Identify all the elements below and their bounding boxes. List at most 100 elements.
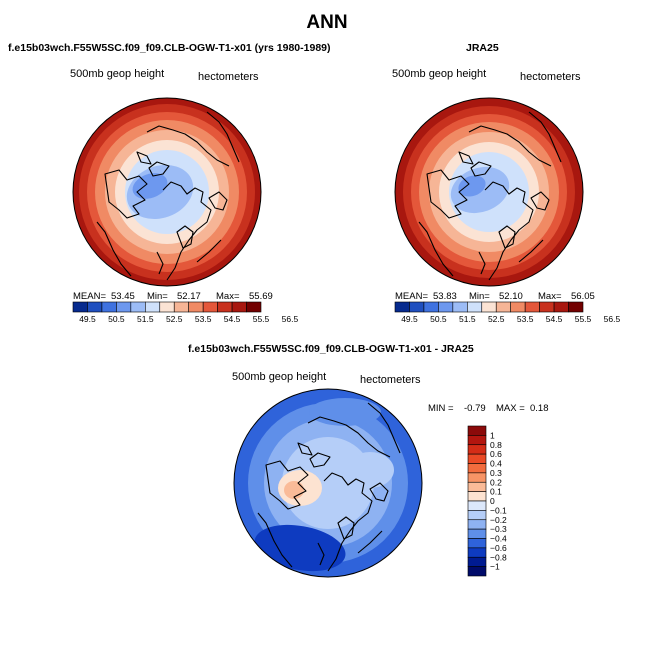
obs-colorbar-tick-label: 56.5 [604,314,621,324]
diff-units-label: hectometers [360,374,421,386]
obs-max-label: Max= [538,291,562,302]
diff-colorbar-swatch [467,528,487,539]
diff-colorbar-swatch [467,538,487,549]
obs-colorbar-tick-label: 51.5 [459,314,476,324]
model-colorbar-tick-label: 50.5 [108,314,125,324]
diff-map [234,389,422,577]
model-colorbar-swatch [116,301,132,313]
diff-colorbar-tick-label: −0.6 [490,543,507,553]
model-max-value: 55.69 [249,291,273,302]
diff-colorbar-swatch [467,481,487,492]
diff-colorbar-tick-label: 0 [490,496,495,506]
diff-colorbar-tick-label: 0.4 [490,459,502,469]
model-colorbar-swatch [246,301,262,313]
model-units-label: hectometers [198,71,259,83]
diff-max-label: MAX = [496,403,525,414]
obs-min-label: Min= [469,291,490,302]
obs-field-label: 500mb geop height [392,68,487,80]
model-colorbar-swatch [217,301,233,313]
obs-colorbar-swatch [452,301,468,313]
obs-colorbar-tick-label: 49.5 [401,314,418,324]
diff-min-value: -0.79 [464,403,486,414]
diff-min-label: MIN = [428,403,454,414]
diff-colorbar-swatch [467,435,487,446]
diff-colorbar-swatch [467,425,487,436]
diff-panel-title: f.e15b03wch.F55W5SC.f09_f09.CLB-OGW-T1-x… [188,343,474,355]
diff-colorbar-tick-label: −0.3 [490,524,507,534]
model-colorbar-tick-label: 55.5 [253,314,270,324]
model-colorbar-swatch [202,301,218,313]
obs-colorbar-swatch [553,301,569,313]
obs-colorbar-swatch [467,301,483,313]
model-colorbar-tick-label: 56.5 [282,314,299,324]
diff-colorbar-swatch [467,453,487,464]
obs-panel-title: JRA25 [466,42,499,54]
diff-colorbar-swatch [467,491,487,502]
model-colorbar-tick-label: 51.5 [137,314,154,324]
obs-colorbar-tick-label: 55.5 [575,314,592,324]
diff-colorbar-tick-label: −0.2 [490,515,507,525]
obs-colorbar-swatch [495,301,511,313]
model-colorbar-tick-label: 52.5 [166,314,183,324]
obs-colorbar-swatch [568,301,584,313]
model-colorbar-swatch [101,301,117,313]
model-colorbar-swatch [130,301,146,313]
obs-colorbar-swatch [409,301,425,313]
model-colorbar-tick-label: 54.5 [224,314,241,324]
model-colorbar-swatch [87,301,103,313]
obs-colorbar-swatch [481,301,497,313]
diff-field-label: 500mb geop height [232,371,327,383]
figure-title: ANN [306,12,348,33]
model-mean-label: MEAN= [73,291,106,302]
obs-colorbar-swatch [510,301,526,313]
diff-colorbar-tick-label: 1 [490,430,495,440]
diff-colorbar-tick-label: 0.2 [490,477,502,487]
diff-colorbar-tick-label: −0.1 [490,505,507,515]
diff-max-value: 0.18 [530,403,549,414]
obs-mean-label: MEAN= [395,291,428,302]
obs-units-label: hectometers [520,71,581,83]
model-colorbar-tick-label: 49.5 [79,314,96,324]
model-field-label: 500mb geop height [70,68,165,80]
obs-colorbar-swatch [539,301,555,313]
diff-colorbar-swatch [467,510,487,521]
diff-colorbar-tick-label: 0.3 [490,468,502,478]
obs-colorbar-swatch [394,301,410,313]
diff-colorbar-tick-label: 0.6 [490,449,502,459]
model-max-label: Max= [216,291,240,302]
obs-colorbar-tick-label: 53.5 [517,314,534,324]
obs-mean-value: 53.83 [433,291,457,302]
model-min-label: Min= [147,291,168,302]
model-colorbar-swatch [188,301,204,313]
model-colorbar-swatch [159,301,175,313]
diff-colorbar-tick-label: 0.8 [490,440,502,450]
obs-max-value: 56.05 [571,291,595,302]
diff-colorbar-swatch [467,444,487,455]
diff-colorbar-tick-label: −0.8 [490,552,507,562]
model-colorbar-swatch [173,301,189,313]
obs-map [395,98,583,286]
obs-colorbar-tick-label: 52.5 [488,314,505,324]
model-colorbar-tick-label: 53.5 [195,314,212,324]
diff-colorbar-swatch [467,472,487,483]
model-colorbar-swatch [72,301,88,313]
obs-colorbar-tick-label: 50.5 [430,314,447,324]
model-colorbar-swatch [145,301,161,313]
diff-colorbar-swatch [467,500,487,511]
model-colorbar-swatch [231,301,247,313]
obs-min-value: 52.10 [499,291,523,302]
model-mean-value: 53.45 [111,291,135,302]
diff-colorbar-swatch [467,547,487,558]
diff-colorbar-tick-label: 0.1 [490,487,502,497]
diff-colorbar-swatch [467,463,487,474]
diff-colorbar-swatch [467,519,487,530]
obs-colorbar-swatch [438,301,454,313]
diff-colorbar-tick-label: −0.4 [490,534,507,544]
obs-colorbar-swatch [423,301,439,313]
obs-colorbar-tick-label: 54.5 [546,314,563,324]
model-map [73,98,261,286]
model-panel-title: f.e15b03wch.F55W5SC.f09_f09.CLB-OGW-T1-x… [8,42,331,54]
diff-colorbar-swatch [467,556,487,567]
model-min-value: 52.17 [177,291,201,302]
